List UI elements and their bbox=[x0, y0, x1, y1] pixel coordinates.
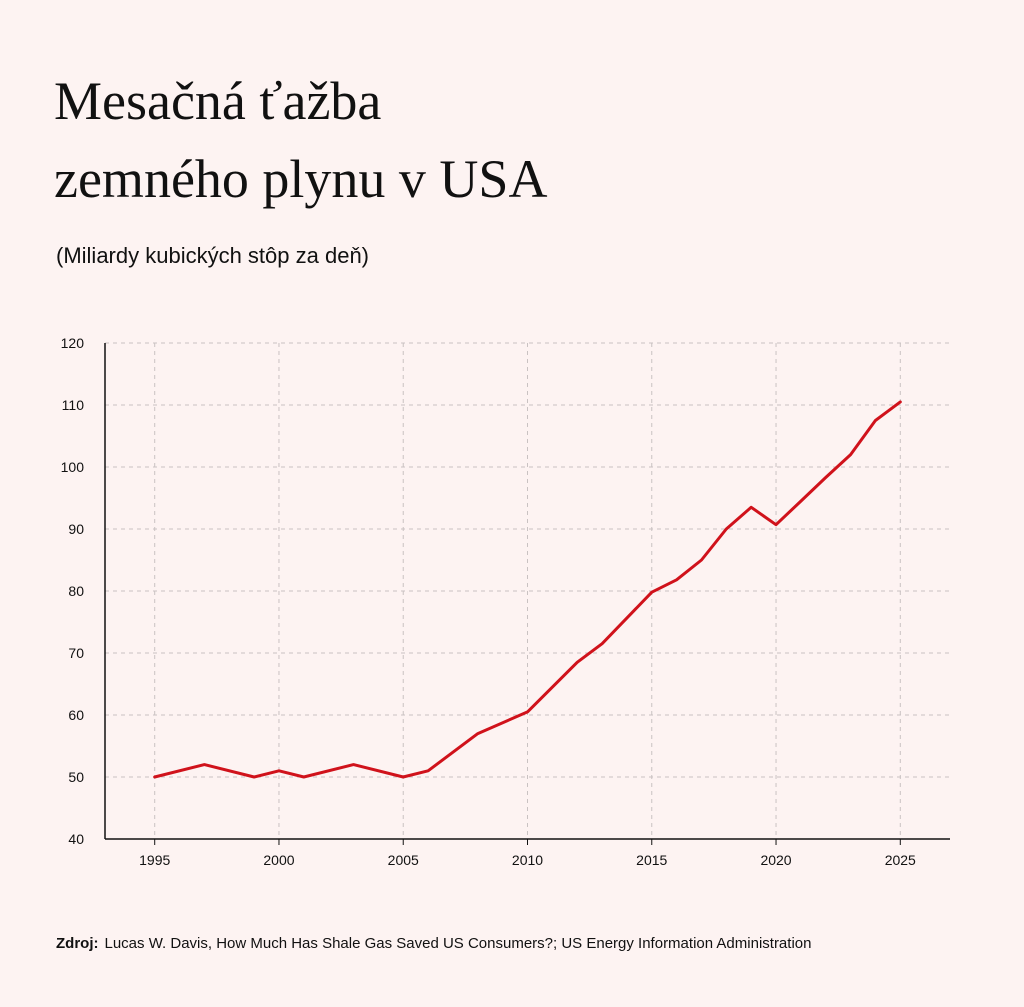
axes bbox=[104, 343, 950, 845]
y-tick-label: 40 bbox=[68, 831, 84, 847]
y-tick-label: 60 bbox=[68, 707, 84, 723]
chart-title-line-2: zemného plynu v USA bbox=[54, 149, 548, 209]
y-tick-label: 80 bbox=[68, 583, 84, 599]
source-label: Zdroj: bbox=[56, 935, 99, 952]
grid-lines bbox=[105, 342, 950, 839]
y-tick-label: 100 bbox=[61, 459, 85, 475]
x-tick-label: 2010 bbox=[512, 852, 543, 868]
x-tick-label: 2005 bbox=[388, 852, 419, 868]
series-line bbox=[153, 400, 902, 779]
chart-subtitle: (Miliardy kubických stôp za deň) bbox=[56, 243, 370, 268]
source-text: Lucas W. Davis, How Much Has Shale Gas S… bbox=[104, 935, 812, 952]
y-tick-label: 120 bbox=[61, 335, 85, 351]
y-tick-label: 90 bbox=[68, 521, 84, 537]
line-chart: 40 50 60 70 80 90 100 110 120 1995 2000 2005 2010 201… bbox=[61, 335, 950, 868]
x-tick-label: 2025 bbox=[885, 852, 916, 868]
series-layer bbox=[153, 400, 902, 779]
tick-labels: 40 50 60 70 80 90 100 110 120 1995 2000 2005 2010 201… bbox=[61, 335, 916, 868]
y-tick-label: 70 bbox=[68, 645, 84, 661]
x-tick-label: 2000 bbox=[263, 852, 294, 868]
y-tick-label: 110 bbox=[62, 397, 85, 413]
chart-title: Mesačná ťažba zemného plynu v USA bbox=[54, 62, 954, 218]
chart-title-line-1: Mesačná ťažba bbox=[54, 71, 382, 131]
x-tick-label: 2020 bbox=[760, 852, 791, 868]
source-note: Zdroj: Lucas W. Davis, How Much Has Shale… bbox=[56, 935, 811, 952]
x-tick-label: 1995 bbox=[139, 852, 170, 868]
y-tick-label: 50 bbox=[68, 769, 84, 785]
x-tick-label: 2015 bbox=[636, 852, 667, 868]
